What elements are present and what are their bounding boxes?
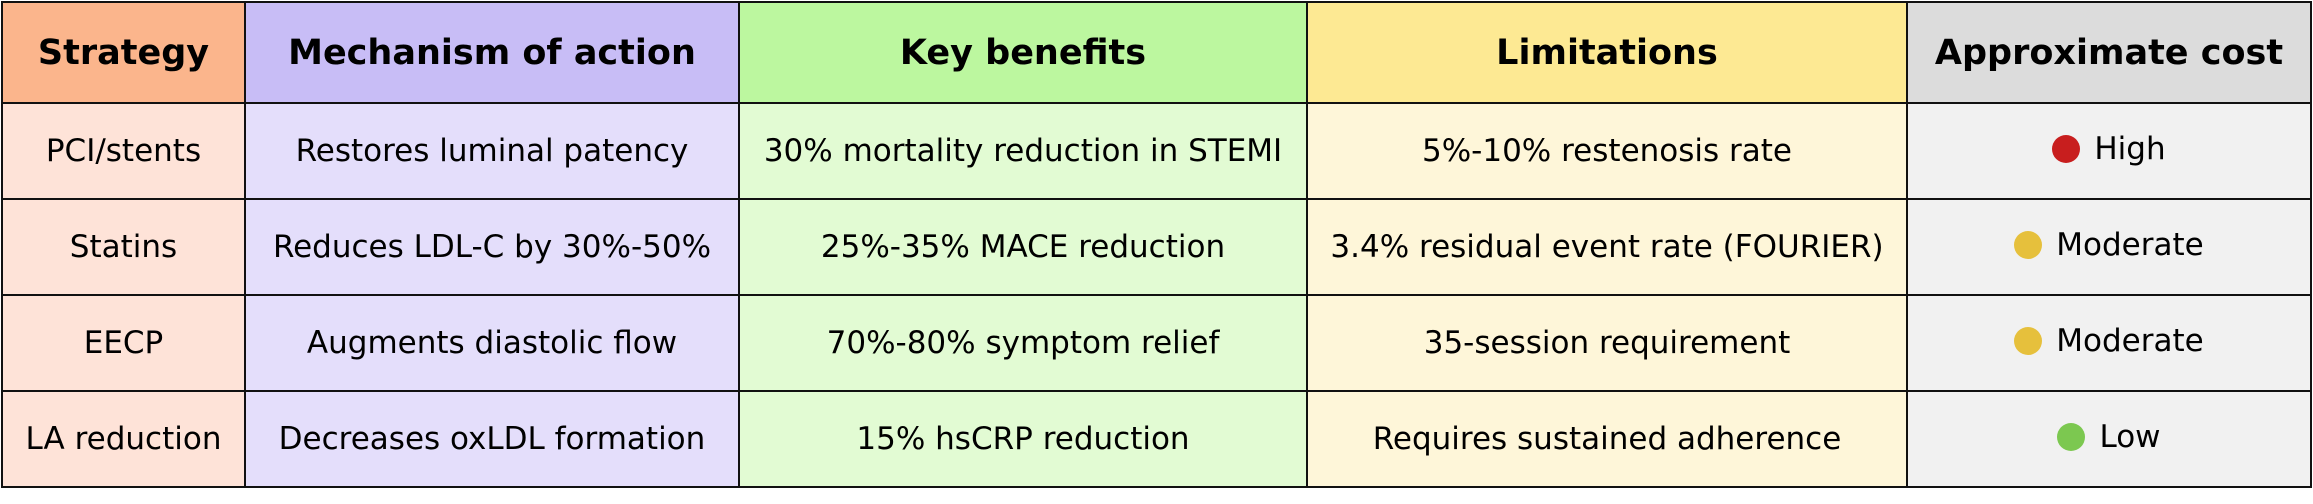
cost-cell: High [1906, 102, 2312, 200]
strategy-cell: EECP [1, 294, 246, 392]
cost-indicator-dot-icon [2052, 135, 2081, 163]
benefits-cell: 30% mortality reduction in STEMI [738, 102, 1308, 200]
table-row: EECP Augments diastolic flow 70%-80% sym… [1, 294, 2312, 392]
limitations-cell: 35-session requirement [1306, 294, 1908, 392]
header-mechanism: Mechanism of action [244, 1, 740, 104]
mechanism-cell: Decreases oxLDL formation [244, 390, 740, 488]
cost-indicator-dot-icon [2057, 423, 2086, 451]
header-approximate-cost: Approximate cost [1906, 1, 2312, 104]
strategy-cell: PCI/stents [1, 102, 246, 200]
strategy-cell: Statins [1, 198, 246, 296]
strategy-cell: LA reduction [1, 390, 246, 488]
header-limitations: Limitations [1306, 1, 1908, 104]
mechanism-cell: Reduces LDL-C by 30%-50% [244, 198, 740, 296]
header-strategy: Strategy [1, 1, 246, 104]
cost-indicator-dot-icon [2014, 327, 2043, 355]
cost-label: Low [2099, 419, 2161, 455]
table-row: Statins Reduces LDL-C by 30%-50% 25%-35%… [1, 198, 2312, 296]
cost-label: Moderate [2056, 323, 2204, 359]
benefits-cell: 25%-35% MACE reduction [738, 198, 1308, 296]
limitations-cell: 3.4% residual event rate (FOURIER) [1306, 198, 1908, 296]
cost-label: High [2094, 131, 2166, 167]
cost-indicator-dot-icon [2014, 231, 2043, 259]
cost-label: Moderate [2056, 227, 2204, 263]
limitations-cell: Requires sustained adherence [1306, 390, 1908, 488]
benefits-cell: 15% hsCRP reduction [738, 390, 1308, 488]
table-row: LA reduction Decreases oxLDL formation 1… [1, 390, 2312, 488]
mechanism-cell: Restores luminal patency [244, 102, 740, 200]
header-key-benefits: Key benefits [738, 1, 1308, 104]
cost-cell: Low [1906, 390, 2312, 488]
cost-cell: Moderate [1906, 294, 2312, 392]
table-row: PCI/stents Restores luminal patency 30% … [1, 102, 2312, 200]
comparison-table: Strategy Mechanism of action Key benefit… [1, 1, 2312, 488]
cost-cell: Moderate [1906, 198, 2312, 296]
header-row: Strategy Mechanism of action Key benefit… [1, 1, 2312, 104]
mechanism-cell: Augments diastolic flow [244, 294, 740, 392]
benefits-cell: 70%-80% symptom relief [738, 294, 1308, 392]
limitations-cell: 5%-10% restenosis rate [1306, 102, 1908, 200]
